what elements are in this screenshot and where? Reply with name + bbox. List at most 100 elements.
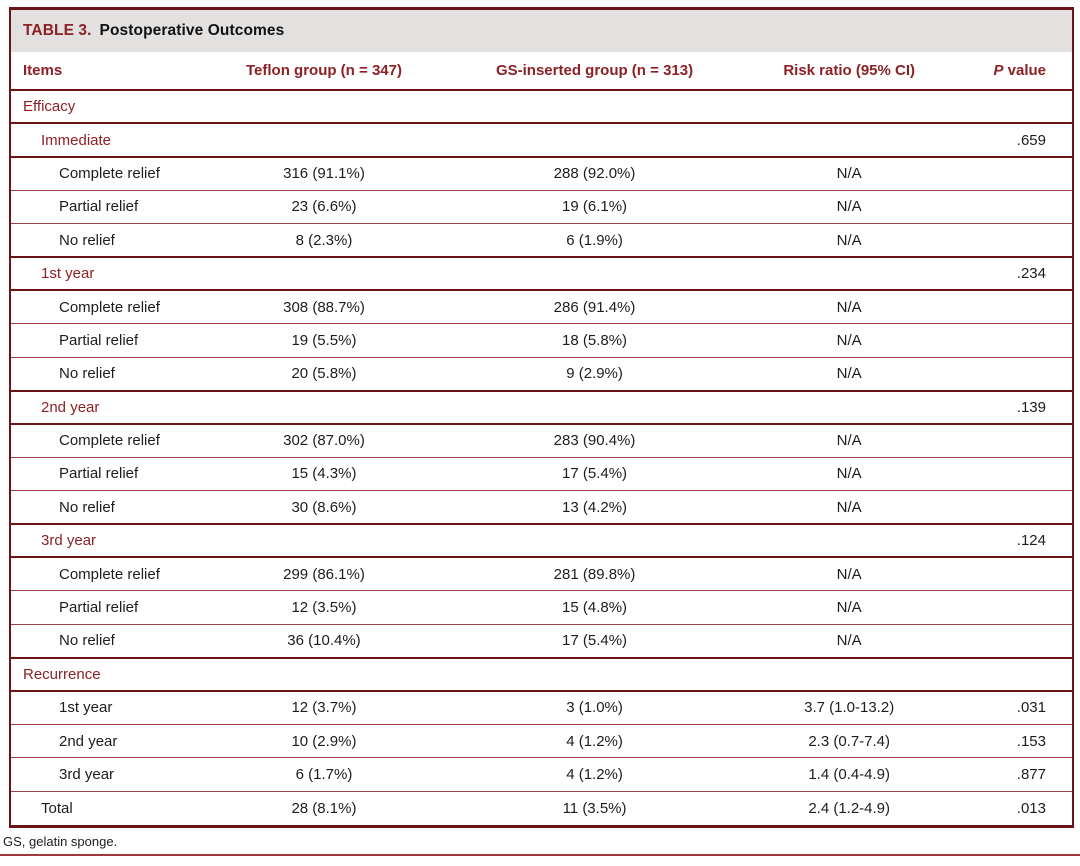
table-row: Recurrence bbox=[11, 657, 1072, 692]
row-label: No relief bbox=[59, 231, 115, 249]
column-header-risk: Risk ratio (95% CI) bbox=[783, 62, 916, 79]
row-label: 1st year bbox=[59, 699, 113, 717]
cell-gs: 6 (1.9%) bbox=[566, 231, 623, 249]
cell-risk-ratio: 2.4 (1.2-4.9) bbox=[808, 799, 891, 817]
table-row: Partial relief 19 (5.5%) 18 (5.8%) N/A bbox=[11, 323, 1072, 357]
cell-gs: 18 (5.8%) bbox=[562, 331, 628, 349]
table-row: 3rd year 6 (1.7%) 4 (1.2%) 1.4 (0.4-4.9) .87… bbox=[11, 757, 1072, 791]
cell-teflon: 299 (86.1%) bbox=[283, 565, 365, 583]
cell-risk-ratio: N/A bbox=[836, 298, 862, 316]
cell-teflon bbox=[191, 257, 456, 290]
cell-p-value bbox=[966, 624, 1072, 657]
cell-risk-ratio bbox=[732, 257, 965, 290]
cell-p-value: .031 bbox=[1016, 699, 1046, 717]
table-frame: TABLE 3. Postoperative Outcomes Items Te… bbox=[9, 7, 1074, 828]
cell-risk-ratio: N/A bbox=[836, 498, 862, 516]
cell-p-value: .139 bbox=[1016, 398, 1046, 416]
cell-p-value bbox=[966, 357, 1072, 390]
row-label: 3rd year bbox=[59, 766, 115, 783]
table-title-label: TABLE 3. bbox=[23, 22, 92, 39]
cell-risk-ratio: 2.3 (0.7-7.4) bbox=[808, 732, 891, 750]
cell-teflon: 28 (8.1%) bbox=[291, 799, 357, 817]
cell-p-value bbox=[966, 491, 1072, 524]
cell-teflon: 23 (6.6%) bbox=[291, 198, 357, 216]
cell-teflon: 10 (2.9%) bbox=[291, 732, 357, 750]
cell-p-value bbox=[966, 224, 1072, 257]
cell-p-value bbox=[966, 591, 1072, 624]
outcomes-table: Items Teflon group (n = 347) GS-inserted… bbox=[11, 52, 1072, 825]
table-row: Efficacy bbox=[11, 90, 1072, 124]
cell-risk-ratio: N/A bbox=[836, 465, 862, 483]
cell-p-value bbox=[966, 557, 1072, 590]
cell-risk-ratio bbox=[732, 524, 965, 557]
cell-gs: 13 (4.2%) bbox=[562, 498, 628, 516]
cell-risk-ratio: N/A bbox=[836, 432, 862, 450]
cell-gs bbox=[457, 658, 733, 691]
table-header: Items Teflon group (n = 347) GS-inserted… bbox=[11, 52, 1072, 90]
cell-gs bbox=[457, 123, 733, 156]
cell-gs: 288 (92.0%) bbox=[553, 165, 636, 183]
cell-gs: 17 (5.4%) bbox=[562, 632, 628, 650]
cell-teflon: 15 (4.3%) bbox=[291, 465, 357, 483]
row-label: No relief bbox=[59, 365, 115, 383]
row-label: 3rd year bbox=[41, 532, 97, 550]
table-row: Complete relief 302 (87.0%) 283 (90.4%) N/A bbox=[11, 423, 1072, 457]
row-label: Partial relief bbox=[59, 599, 139, 617]
cell-gs: 281 (89.8%) bbox=[553, 565, 636, 583]
cell-risk-ratio bbox=[732, 658, 965, 691]
table-row: 3rd year .124 bbox=[11, 524, 1072, 558]
cell-risk-ratio: N/A bbox=[836, 198, 862, 216]
row-label: Recurrence bbox=[23, 665, 101, 683]
cell-teflon bbox=[191, 123, 456, 156]
cell-p-value: .659 bbox=[1016, 131, 1046, 149]
table-title-text: Postoperative Outcomes bbox=[99, 22, 285, 39]
cell-risk-ratio: N/A bbox=[836, 565, 862, 583]
cell-risk-ratio: N/A bbox=[836, 599, 862, 617]
cell-risk-ratio: N/A bbox=[836, 165, 862, 183]
table-row: 1st year 12 (3.7%) 3 (1.0%) 3.7 (1.0-13.2).… bbox=[11, 691, 1072, 724]
row-label: Partial relief bbox=[59, 465, 139, 483]
cell-gs bbox=[457, 90, 733, 123]
cell-teflon: 8 (2.3%) bbox=[295, 231, 353, 249]
cell-gs: 15 (4.8%) bbox=[562, 599, 628, 617]
table-row: Total 28 (8.1%) 11 (3.5%) 2.4 (1.2-4.9) .013 bbox=[11, 791, 1072, 824]
table-row: 2nd year .139 bbox=[11, 390, 1072, 424]
cell-p-value bbox=[966, 290, 1072, 323]
table-row: Partial relief 23 (6.6%) 19 (6.1%) N/A bbox=[11, 190, 1072, 223]
cell-gs bbox=[457, 257, 733, 290]
cell-p-value: .124 bbox=[1016, 532, 1046, 550]
table-row: Complete relief 316 (91.1%) 288 (92.0%) N/A bbox=[11, 156, 1072, 190]
column-header-gs: GS-inserted group (n = 313) bbox=[495, 62, 694, 79]
table-header-row: Items Teflon group (n = 347) GS-inserted… bbox=[11, 52, 1072, 90]
cell-teflon: 12 (3.7%) bbox=[291, 699, 357, 717]
cell-p-value bbox=[966, 90, 1072, 123]
row-label: Complete relief bbox=[59, 298, 160, 316]
table-row: Complete relief 308 (88.7%) 286 (91.4%) N/A bbox=[11, 290, 1072, 323]
column-header-p-value: P value bbox=[966, 52, 1072, 90]
cell-risk-ratio bbox=[732, 123, 965, 156]
cell-risk-ratio: 3.7 (1.0-13.2) bbox=[804, 699, 895, 717]
row-label: Partial relief bbox=[59, 198, 139, 216]
cell-gs: 9 (2.9%) bbox=[566, 365, 623, 383]
row-label: Complete relief bbox=[59, 432, 160, 450]
table-footnote: GS, gelatin sponge. bbox=[3, 833, 118, 849]
cell-teflon bbox=[191, 658, 456, 691]
table-row: 2nd year 10 (2.9%) 4 (1.2%) 2.3 (0.7-7.4) .1… bbox=[11, 724, 1072, 757]
cell-p-value: .234 bbox=[1016, 265, 1046, 283]
cell-risk-ratio: N/A bbox=[836, 231, 862, 249]
row-label: Efficacy bbox=[23, 98, 76, 116]
cell-risk-ratio bbox=[732, 90, 965, 123]
cell-gs: 3 (1.0%) bbox=[566, 699, 623, 717]
cell-gs: 19 (6.1%) bbox=[562, 198, 628, 216]
row-label: 2nd year bbox=[59, 732, 118, 750]
row-label: 2nd year bbox=[41, 398, 100, 416]
cell-teflon: 20 (5.8%) bbox=[291, 365, 357, 383]
row-label: Complete relief bbox=[59, 165, 160, 183]
table-row: No relief 8 (2.3%) 6 (1.9%) N/A bbox=[11, 223, 1072, 257]
table-row: No relief 36 (10.4%) 17 (5.4%) N/A bbox=[11, 624, 1072, 657]
cell-p-value bbox=[966, 424, 1072, 457]
cell-risk-ratio bbox=[732, 391, 965, 424]
cell-teflon: 302 (87.0%) bbox=[283, 432, 365, 450]
cell-teflon bbox=[191, 524, 456, 557]
cell-gs: 286 (91.4%) bbox=[553, 298, 636, 316]
